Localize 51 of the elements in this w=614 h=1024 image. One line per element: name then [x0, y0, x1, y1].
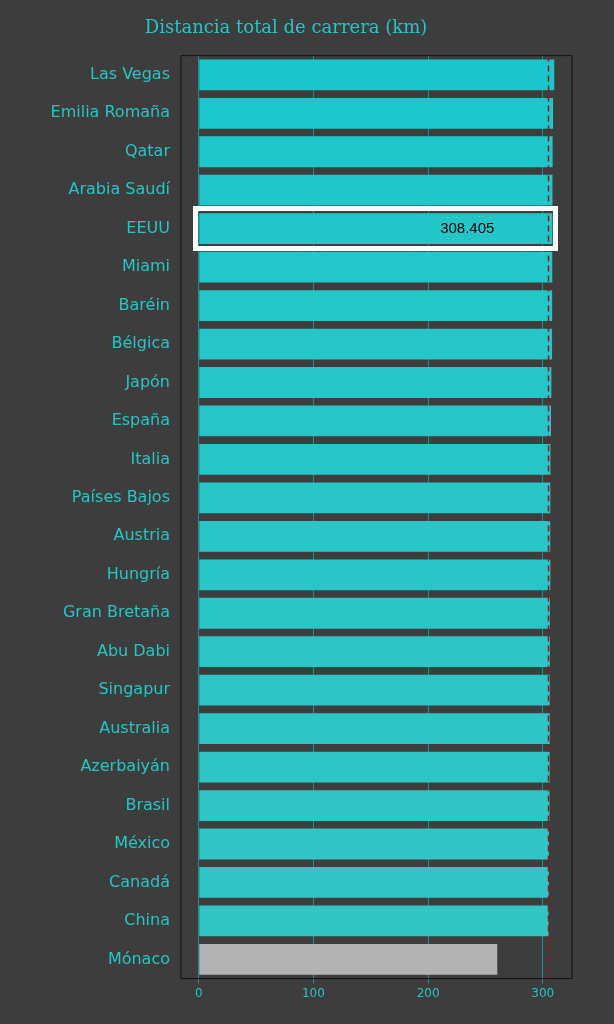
y-tick-label: Azerbaiyán	[80, 756, 170, 776]
y-tick-label: Emilia Romaña	[50, 102, 170, 122]
bar	[199, 597, 550, 629]
x-tick-label: 0	[194, 985, 203, 1000]
y-tick-label: Qatar	[124, 140, 171, 160]
bar	[199, 136, 553, 168]
bar	[199, 790, 550, 821]
y-tick-label: Canadá	[109, 871, 170, 891]
x-tick-label: 100	[301, 985, 325, 1000]
y-tick-label: Australia	[99, 717, 170, 737]
x-tick-label: 300	[531, 985, 555, 1000]
y-tick-label: Hungría	[106, 563, 170, 583]
y-tick-label: México	[114, 833, 170, 853]
x-tick-label: 200	[416, 985, 440, 1000]
y-tick-label: Baréin	[118, 294, 170, 314]
y-tick-label: Mónaco	[107, 948, 170, 968]
y-tick-label: Arabia Saudí	[68, 179, 171, 199]
y-tick-label: Bélgica	[111, 333, 170, 353]
bar	[199, 943, 498, 975]
bar	[199, 444, 551, 475]
bar	[199, 828, 549, 860]
bar	[199, 59, 555, 91]
chart-title: Distancia total de carrera (km)	[144, 16, 428, 38]
bar	[199, 290, 553, 321]
y-tick-label: Austria	[113, 525, 170, 545]
bar	[199, 97, 554, 129]
bar	[199, 867, 549, 898]
bar	[199, 713, 550, 744]
y-tick-label: Gran Bretaña	[62, 602, 170, 622]
y-tick-label: EEUU	[126, 217, 170, 237]
y-tick-label: Abu Dabi	[96, 640, 170, 660]
data-label: 308.405	[440, 218, 495, 236]
bar	[199, 405, 552, 437]
bar	[199, 905, 549, 937]
bar	[199, 636, 550, 668]
bar	[199, 751, 550, 783]
bar	[199, 559, 551, 591]
bar	[199, 328, 553, 360]
y-tick-label: China	[124, 910, 170, 930]
y-tick-label: Las Vegas	[90, 63, 170, 83]
bar	[199, 520, 551, 552]
bar	[199, 367, 552, 398]
bar	[199, 674, 550, 706]
y-tick-label: Miami	[121, 256, 170, 276]
y-tick-label: Italia	[130, 448, 170, 468]
y-tick-label: Singapur	[98, 679, 171, 699]
y-tick-label: Japón	[124, 371, 170, 391]
y-tick-label: Brasil	[125, 794, 170, 814]
y-tick-label: España	[111, 410, 170, 430]
bar	[199, 482, 551, 514]
y-tick-label: Países Bajos	[71, 487, 170, 507]
